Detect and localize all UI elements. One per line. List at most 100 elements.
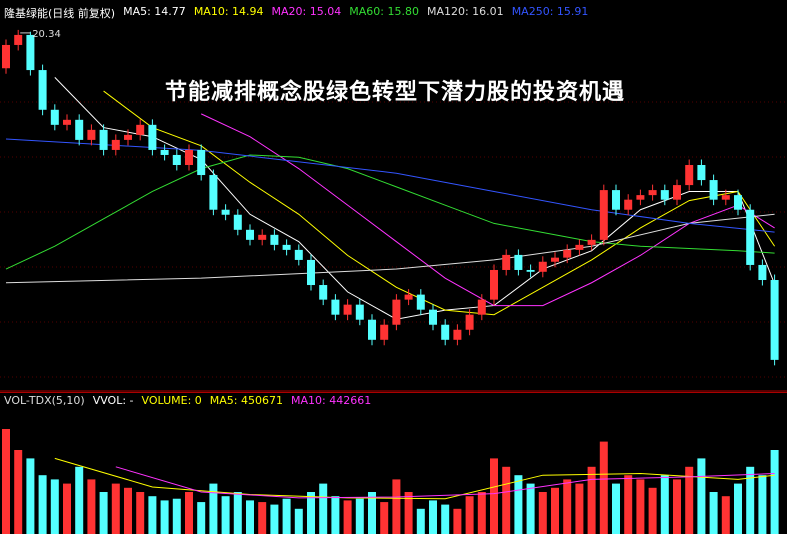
candle-body (685, 164, 694, 186)
candle-body (514, 254, 523, 270)
indicator-value: MA250: 15.91 (511, 5, 589, 18)
volume-bar (673, 479, 681, 534)
volume-bar (26, 458, 35, 534)
volume-bar (746, 466, 755, 534)
volume-bar (233, 492, 242, 534)
candle-body (490, 269, 498, 300)
candle-body (709, 180, 718, 200)
candle-body (148, 124, 157, 150)
volume-bar (63, 483, 71, 534)
volume-bar (246, 500, 254, 534)
volume-bar (99, 492, 108, 534)
ma-line (5, 138, 775, 233)
indicator-value: MA10: 14.94 (193, 5, 264, 18)
candle-body (307, 259, 315, 286)
candle-body (477, 299, 486, 315)
candle-body (197, 149, 206, 176)
ma-line (103, 90, 776, 316)
indicator-value: MA5: 450671 (209, 394, 283, 407)
volume-bar (575, 483, 584, 534)
candle-body (294, 249, 303, 260)
indicator-value: MA10: 442661 (291, 394, 372, 407)
candle-body (392, 299, 401, 325)
volume-bar (490, 458, 498, 534)
candle-body (721, 195, 730, 200)
candle-body (172, 154, 181, 165)
candle-body (734, 195, 742, 210)
volume-bar (502, 466, 511, 534)
volume-bar (429, 500, 437, 534)
candle-body (563, 249, 572, 258)
candle-body (380, 324, 389, 340)
volume-bar (209, 483, 218, 534)
candle-body (465, 314, 474, 330)
volume-bar (526, 483, 535, 534)
overlay-title: 节能减排概念股绿色转型下潜力股的投资机遇 (165, 80, 626, 105)
candle-body (648, 190, 657, 196)
ma-line (5, 213, 775, 284)
candle-body (2, 44, 10, 69)
volume-bar (709, 492, 718, 534)
candle-body (355, 304, 364, 320)
volume-bar (75, 466, 84, 534)
candle-body (136, 124, 145, 135)
candle-body (575, 244, 584, 250)
candle-body (209, 175, 218, 210)
volume-bar (38, 475, 47, 534)
volume-bar (124, 487, 132, 534)
volume-bar (697, 458, 706, 534)
volume-bar (14, 450, 23, 534)
volume-bar (404, 492, 413, 534)
candle-body (14, 34, 23, 45)
candle-body (636, 195, 645, 200)
volume-bar (343, 500, 352, 534)
volume-bar (380, 502, 389, 534)
candle-body (404, 294, 413, 300)
ma-line (54, 457, 775, 500)
volume-bar (465, 496, 474, 534)
volume-bar (660, 475, 669, 534)
candle-body (453, 329, 462, 340)
candle-body (75, 119, 84, 140)
ma-line (5, 154, 775, 270)
candle-body (282, 244, 291, 250)
volume-bar (770, 450, 779, 534)
volume-bar (477, 492, 486, 534)
volume-bar (111, 483, 120, 534)
indicator-value: VOLUME: 0 (141, 394, 202, 407)
candle-body (270, 234, 279, 245)
candle-body (343, 304, 352, 315)
candle-body (502, 254, 511, 270)
candle-body (63, 119, 71, 125)
volume-bar (282, 498, 291, 534)
candle-body (221, 209, 230, 215)
volume-bar (319, 483, 328, 534)
volume-bar (453, 508, 462, 534)
volume-bar (355, 498, 364, 534)
volume-bar (221, 496, 230, 534)
volume-bar (197, 502, 206, 534)
candle-body (673, 185, 681, 200)
indicator-value: MA60: 15.80 (349, 5, 419, 18)
volume-bar (563, 479, 572, 534)
max-label: 20.34 (32, 29, 61, 40)
candle-body (233, 214, 242, 230)
volume-bar (636, 479, 645, 534)
volume-header: VOL-TDX(5,10) VVOL: - VOLUME: 0 MA5: 450671… (4, 394, 371, 407)
volume-bar (136, 492, 145, 534)
price-header: 隆基绿能(日线 前复权) MA5: 14.77 MA10: 14.94 MA20: 1… (4, 5, 588, 21)
volume-bar (538, 492, 547, 534)
candle-body (38, 70, 47, 110)
volume-bar (270, 504, 279, 534)
candle-body (429, 309, 437, 325)
volume-bar (50, 479, 59, 534)
volume-bar (294, 508, 303, 534)
ma-line (200, 113, 775, 307)
candle-body (551, 257, 559, 262)
volume-bar (2, 429, 10, 534)
indicator-value: MA120: 16.01 (426, 5, 504, 18)
indicator-value: MA5: 14.77 (123, 5, 186, 18)
volume-bar (160, 500, 169, 534)
volume-bar (416, 508, 425, 534)
